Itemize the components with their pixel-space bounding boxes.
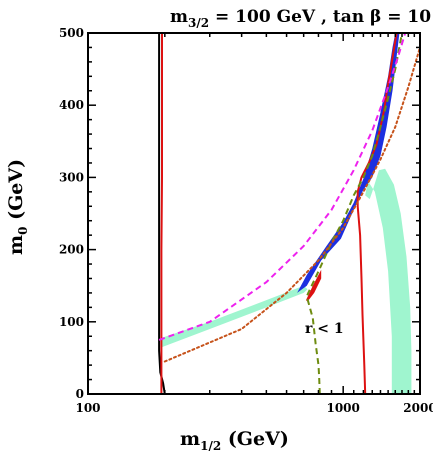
y-tick-label: 300	[59, 170, 84, 184]
series-magenta-dashed	[158, 33, 407, 341]
x-tick-label: 2000	[403, 401, 433, 415]
y-tick-label: 400	[59, 98, 84, 112]
x-tick-label: 1000	[326, 401, 359, 415]
x-axis-title: m1/2 (GeV)	[180, 428, 289, 453]
region-green-band-left	[162, 285, 308, 348]
series-red-curve	[356, 33, 398, 394]
x-axis-unit: (GeV)	[221, 428, 289, 450]
title-m-subscript: 3/2	[188, 16, 209, 30]
ticks	[88, 32, 420, 395]
y-axis-title: m0 (GeV)	[5, 159, 30, 255]
y-axis-unit: (GeV)	[5, 159, 27, 227]
plot-frame	[87, 32, 421, 395]
x-axis-symbol: m	[180, 428, 200, 450]
y-tick-label: 0	[76, 387, 84, 401]
y-tick-label: 500	[59, 26, 84, 40]
region-red-blob	[306, 269, 322, 302]
x-tick-label: 100	[75, 401, 100, 415]
series-orange-dotted	[163, 46, 420, 363]
y-axis-symbol: m	[5, 235, 27, 255]
y-tick-label: 200	[59, 243, 84, 257]
title-rest: = 100 GeV , tan β = 10 , μ > 0	[209, 7, 433, 27]
region-blue-strip	[297, 33, 400, 293]
plot-lines	[158, 33, 420, 394]
x-axis-subscript: 1/2	[200, 439, 221, 453]
annotation-r-less-than-1: r < 1	[305, 321, 344, 337]
title-m-symbol: m	[170, 7, 188, 27]
chart-title: m3/2 = 100 GeV , tan β = 10 , μ > 0	[170, 7, 433, 30]
series-olive-dashed	[305, 33, 403, 394]
series-red-vertical	[160, 33, 163, 394]
y-tick-label: 100	[59, 315, 84, 329]
region-green-band-right	[365, 168, 412, 394]
plot-regions	[162, 33, 412, 394]
y-axis-subscript: 0	[16, 227, 30, 235]
